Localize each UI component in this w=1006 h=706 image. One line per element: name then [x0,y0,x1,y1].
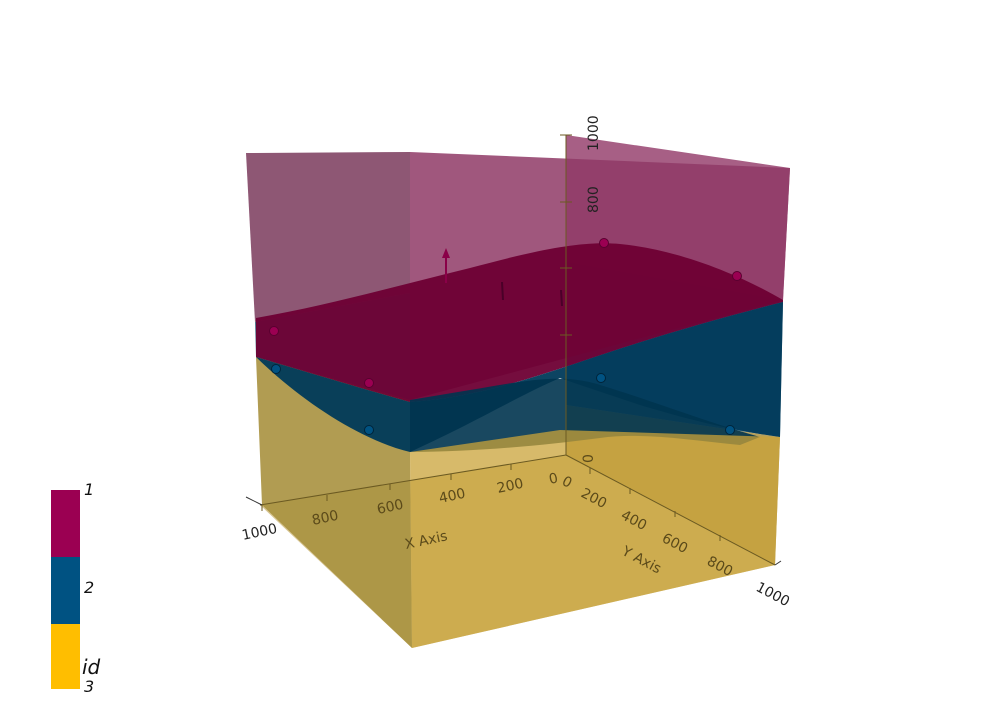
surface-point[interactable] [271,364,281,374]
orientation-marker [501,281,504,301]
legend-swatch-3 [51,624,80,689]
x-tick-label: 800 [311,508,340,529]
x-tick-label: 0 [548,470,560,488]
axis-edge [245,496,263,506]
orientation-arrow[interactable] [442,248,450,283]
unit3-front-face [410,430,780,648]
scalar-bar-legend: 1 2 3 id [51,480,101,696]
surface-point[interactable] [732,271,742,281]
x-tick-label: 1000 [241,521,279,544]
surface-point[interactable] [364,378,374,388]
z-tick-label: 0 [581,454,597,463]
legend-label: 1 [84,480,94,499]
unit1-left-face [246,152,410,322]
legend-title: id [82,655,101,679]
orientation-marker [560,289,563,307]
surface-unit2-base [256,302,783,452]
legend-label: 3 [84,677,94,696]
surface-point[interactable] [364,425,374,435]
axis-edge [774,560,782,566]
legend-label: 2 [84,578,94,597]
surface-point[interactable] [599,238,609,248]
axis-grid [259,134,776,566]
surface-point[interactable] [269,326,279,336]
surface-unit1-base [256,243,783,402]
x-tick-label: 200 [496,476,525,497]
z-tick-label: 800 [586,186,602,213]
z-tick-label: 1000 [586,115,602,151]
x-tick-label: 400 [438,486,467,507]
surface-point[interactable] [596,373,606,383]
legend-swatch-1 [51,490,80,557]
legend-swatch-2 [51,557,80,624]
y-tick-label: 1000 [753,579,792,610]
surface-point[interactable] [725,425,735,435]
x-tick-label: 600 [376,497,405,518]
